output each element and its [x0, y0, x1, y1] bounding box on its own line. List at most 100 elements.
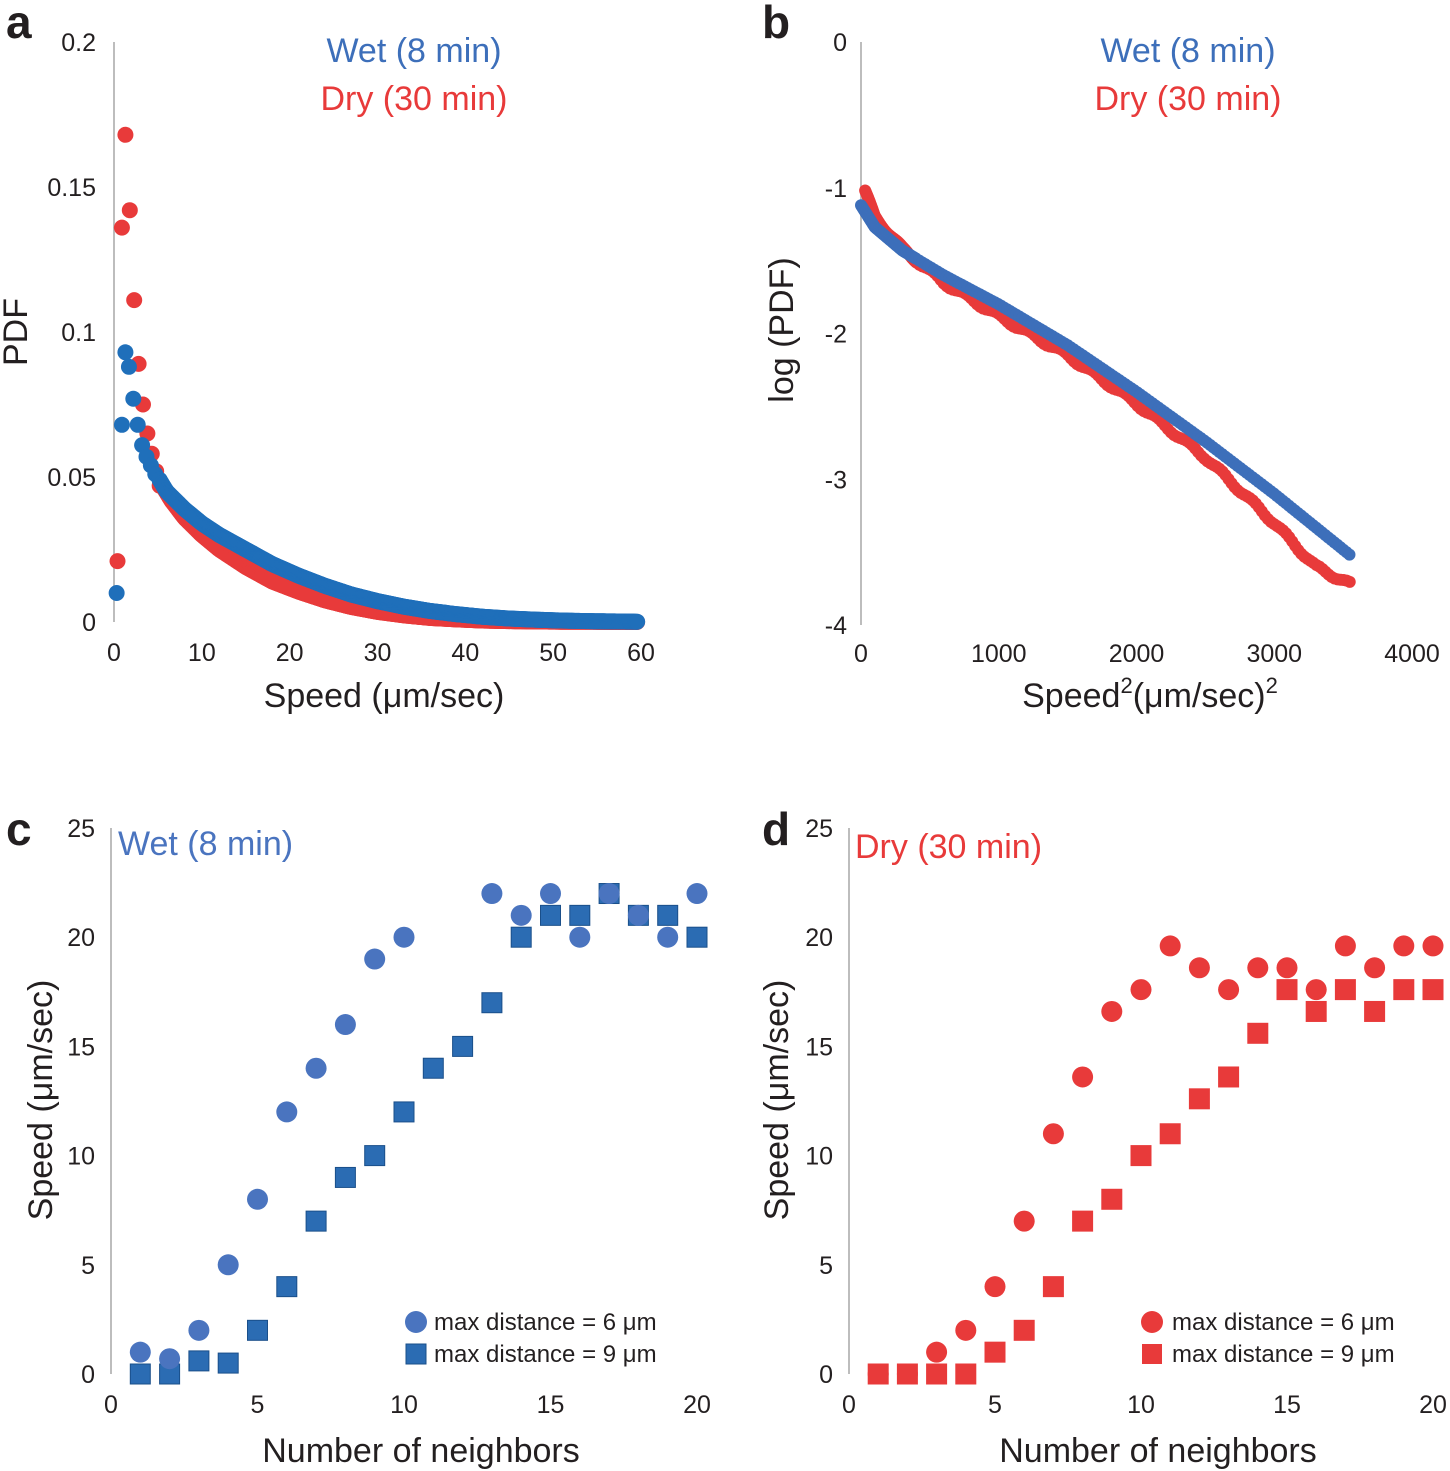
d-title: Dry (30 min)	[855, 828, 1042, 866]
d-square-point	[1218, 1066, 1240, 1088]
a-point	[121, 202, 138, 219]
c-circle-point	[569, 926, 591, 948]
c-x-tick-label: 0	[104, 1391, 118, 1419]
d-y-tick-label: 0	[819, 1361, 833, 1389]
panel-d: 0 5 10 15 20 0 5 10 15 20 25 Dry (30 min) max dist…	[758, 815, 1447, 1470]
b-y-tick-label: -1	[825, 175, 847, 203]
c-y-tick-label: 20	[67, 924, 95, 952]
panel-c: 0 5 10 15 20 0 5 10 15 20 25 Wet (8 min) max dista…	[22, 815, 711, 1470]
c-circle-point	[305, 1057, 327, 1079]
c-circle-point	[686, 883, 708, 905]
a-point	[109, 553, 126, 570]
c-square-point	[510, 926, 532, 948]
b-y-tick-label: 0	[833, 29, 847, 57]
c-circle-point	[276, 1101, 298, 1123]
d-circle-point	[1159, 935, 1181, 957]
c-y-tick-label: 10	[67, 1143, 95, 1171]
a-legend-wet: Wet (8 min)	[326, 32, 501, 70]
c-circle-point	[598, 883, 620, 905]
d-circle-point	[1101, 1000, 1123, 1022]
panel-label-b: b	[762, 0, 790, 48]
d-square-point	[1422, 979, 1444, 1001]
d-circle-point	[896, 1363, 918, 1385]
c-circle-point	[481, 883, 503, 905]
c-circle-point	[393, 926, 415, 948]
a-point	[117, 126, 134, 143]
a-y-tick-label: 0.15	[47, 174, 96, 202]
c-title: Wet (8 min)	[118, 825, 293, 863]
a-x-tick-label: 60	[627, 639, 655, 667]
d-y-tick-label: 5	[819, 1252, 833, 1280]
d-square-point	[1334, 979, 1356, 1001]
d-y-tick-label: 25	[805, 815, 833, 843]
d-circle-point	[1013, 1210, 1035, 1232]
c-square-point	[247, 1319, 268, 1341]
a-point	[113, 416, 130, 433]
d-circle-point	[926, 1341, 948, 1363]
c-legend-square-label: max distance = 9 μm	[434, 1341, 657, 1368]
b-legend-dry: Dry (30 min)	[1094, 80, 1281, 118]
d-square-point	[1305, 1000, 1327, 1022]
d-circle-point	[1393, 935, 1415, 957]
b-point	[1343, 575, 1356, 588]
a-x-tick-label: 50	[539, 639, 567, 667]
c-square-point	[657, 904, 679, 926]
a-point	[129, 416, 146, 433]
c-circle-point	[540, 883, 561, 905]
d-circle-point	[1305, 979, 1327, 1001]
b-y-tick-label: -4	[825, 612, 847, 640]
c-x-tick-label: 5	[251, 1391, 265, 1419]
b-x-tick-label: 1000	[971, 640, 1027, 668]
c-circle-point	[364, 948, 386, 970]
d-legend-circle-marker	[1141, 1311, 1163, 1333]
b-x-tick-label: 2000	[1109, 640, 1165, 668]
panel-b: 0 1000 2000 3000 4000 0 -1 -2 -3 -4 Wet (8 min) D…	[763, 29, 1440, 715]
d-x-tick-label: 10	[1127, 1391, 1155, 1419]
d-square-point	[1159, 1123, 1181, 1145]
a-legend-dry: Dry (30 min)	[320, 80, 507, 118]
d-x-tick-label: 20	[1419, 1391, 1447, 1419]
c-square-point	[569, 904, 591, 926]
d-circle-point	[984, 1276, 1006, 1298]
d-circle-point	[1188, 957, 1210, 979]
d-square-point	[984, 1341, 1006, 1363]
d-x-axis-label: Number of neighbors	[999, 1432, 1317, 1470]
c-circle-point	[188, 1319, 210, 1341]
c-circle-point	[159, 1348, 181, 1370]
d-circle-point	[1276, 957, 1298, 979]
d-square-point	[1393, 979, 1415, 1001]
c-y-tick-label: 0	[81, 1361, 95, 1389]
b-y-axis-label: log (PDF)	[763, 257, 801, 402]
a-point	[120, 358, 137, 375]
c-square-point	[422, 1057, 444, 1079]
a-point	[117, 344, 134, 361]
c-x-tick-label: 10	[390, 1391, 418, 1419]
c-circle-point	[510, 904, 532, 926]
c-x-axis-label: Number of neighbors	[262, 1432, 580, 1470]
b-x-tick-label: 4000	[1384, 640, 1440, 668]
c-square-point	[481, 992, 503, 1014]
a-point	[108, 585, 125, 601]
d-square-point	[1101, 1188, 1123, 1210]
c-legend-circle-marker	[405, 1311, 427, 1333]
b-legend-wet: Wet (8 min)	[1100, 32, 1275, 70]
d-square-point	[955, 1363, 977, 1385]
c-square-point	[452, 1035, 474, 1057]
d-y-tick-label: 15	[805, 1033, 833, 1061]
d-circle-point	[867, 1363, 889, 1385]
b-point	[1343, 548, 1356, 561]
c-square-point	[129, 1363, 151, 1385]
panel-label-c: c	[6, 803, 32, 855]
b-x-tick-label: 0	[854, 640, 868, 668]
d-legend-circle-label: max distance = 6 μm	[1172, 1309, 1395, 1336]
d-square-point	[1188, 1088, 1210, 1110]
d-square-point	[1130, 1145, 1152, 1167]
a-x-tick-label: 20	[276, 639, 304, 667]
a-x-tick-label: 0	[107, 639, 121, 667]
a-y-tick-label: 0.1	[61, 319, 96, 347]
b-y-tick-label: -3	[825, 466, 847, 494]
d-x-tick-label: 15	[1273, 1391, 1301, 1419]
d-legend-square-marker	[1142, 1344, 1162, 1364]
c-x-tick-label: 20	[683, 1391, 711, 1419]
d-circle-point	[1247, 957, 1269, 979]
